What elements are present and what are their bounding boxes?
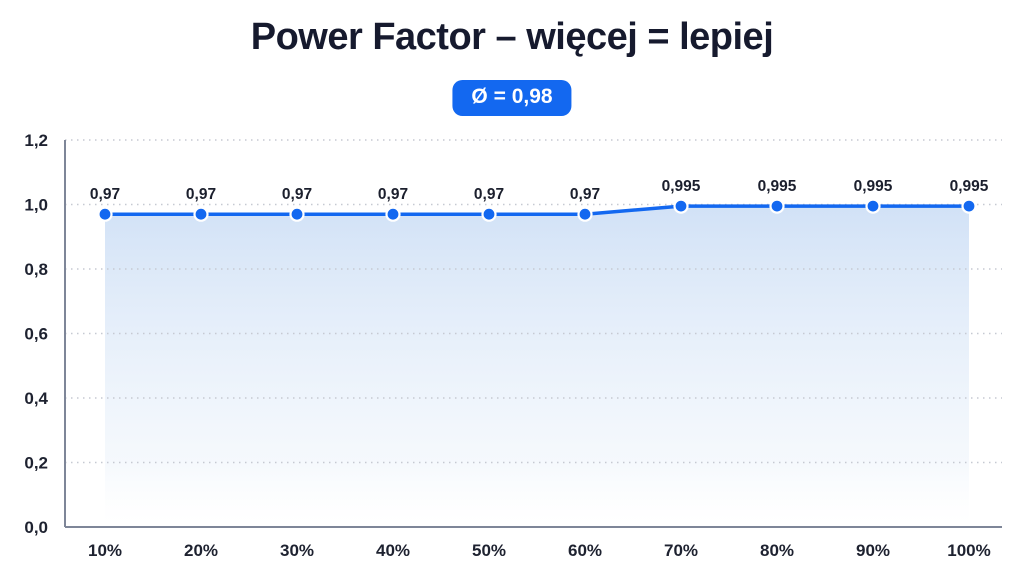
data-point [481, 206, 497, 222]
x-tick-label: 40% [376, 541, 410, 560]
x-tick-label: 60% [568, 541, 602, 560]
y-tick-label: 0,8 [24, 260, 48, 279]
y-tick-label: 0,6 [24, 325, 48, 344]
data-point-label: 0,995 [758, 178, 797, 195]
x-tick-label: 80% [760, 541, 794, 560]
chart: 1,2 1,0 0,8 0,6 0,4 0,2 0,0 0,97 10% 0,97 20% 0,97 3… [0, 116, 1024, 576]
data-point [865, 198, 881, 214]
data-point [961, 198, 977, 214]
area-fill [105, 206, 969, 527]
data-point-label: 0,97 [378, 186, 408, 203]
data-point [385, 206, 401, 222]
data-point [193, 206, 209, 222]
x-tick-label: 50% [472, 541, 506, 560]
y-tick-label: 0,2 [24, 454, 48, 473]
data-point-label: 0,97 [570, 186, 600, 203]
data-point-label: 0,995 [854, 178, 893, 195]
data-point-label: 0,97 [282, 186, 312, 203]
data-point-label: 0,97 [474, 186, 504, 203]
average-badge: Ø = 0,98 [452, 80, 572, 116]
series-line [103, 204, 971, 216]
x-tick-label: 10% [88, 541, 122, 560]
x-tick-label: 100% [947, 541, 990, 560]
x-tick-label: 70% [664, 541, 698, 560]
y-tick-label: 1,2 [24, 131, 48, 150]
data-point [97, 206, 113, 222]
x-tick-label: 90% [856, 541, 890, 560]
y-tick-label: 1,0 [24, 196, 48, 215]
data-point-label: 0,995 [950, 178, 989, 195]
data-point-label: 0,995 [662, 178, 701, 195]
data-point [673, 198, 689, 214]
data-point [577, 206, 593, 222]
x-tick-label: 20% [184, 541, 218, 560]
chart-svg: 1,2 1,0 0,8 0,6 0,4 0,2 0,0 0,97 10% 0,97 20% 0,97 3… [24, 131, 1002, 560]
data-point [289, 206, 305, 222]
y-tick-label: 0,4 [24, 389, 48, 408]
data-point [769, 198, 785, 214]
data-point-label: 0,97 [90, 186, 120, 203]
y-tick-label: 0,0 [24, 518, 48, 537]
page-title: Power Factor – więcej = lepiej [250, 16, 774, 58]
data-point-label: 0,97 [186, 186, 216, 203]
x-tick-label: 30% [280, 541, 314, 560]
